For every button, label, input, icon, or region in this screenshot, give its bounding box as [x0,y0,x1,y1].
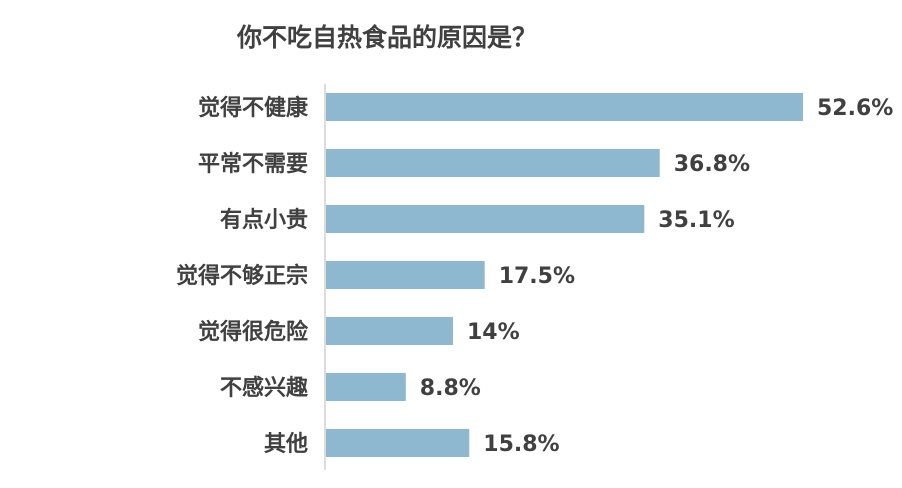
value-label-4: 14% [467,320,520,345]
category-label-2: 有点小贵 [220,207,308,233]
bar-4 [326,317,453,345]
category-label-1: 平常不需要 [198,151,308,177]
value-label-1: 36.8% [674,152,750,177]
bar-6 [326,429,470,457]
bar-2 [326,205,645,233]
category-label-6: 其他 [264,432,308,457]
bar-3 [326,261,485,289]
value-label-5: 8.8% [420,376,481,401]
bars-layer [326,93,803,457]
category-label-3: 觉得不够正宗 [176,263,308,289]
value-label-0: 52.6% [817,96,893,121]
category-label-5: 不感兴趣 [220,375,308,401]
bar-0 [326,93,803,121]
bar-1 [326,149,660,177]
value-labels-layer: 52.6% 36.8% 35.1% 17.5% 14% 8.8% 15.8% [420,96,894,457]
value-label-3: 17.5% [499,264,575,289]
value-label-6: 15.8% [483,432,559,457]
value-label-2: 35.1% [658,208,734,233]
category-label-0: 觉得不健康 [198,95,309,121]
bar-5 [326,373,406,401]
chart-title: 你不吃自热食品的原因是？ [237,23,538,52]
category-label-4: 觉得很危险 [198,319,309,345]
